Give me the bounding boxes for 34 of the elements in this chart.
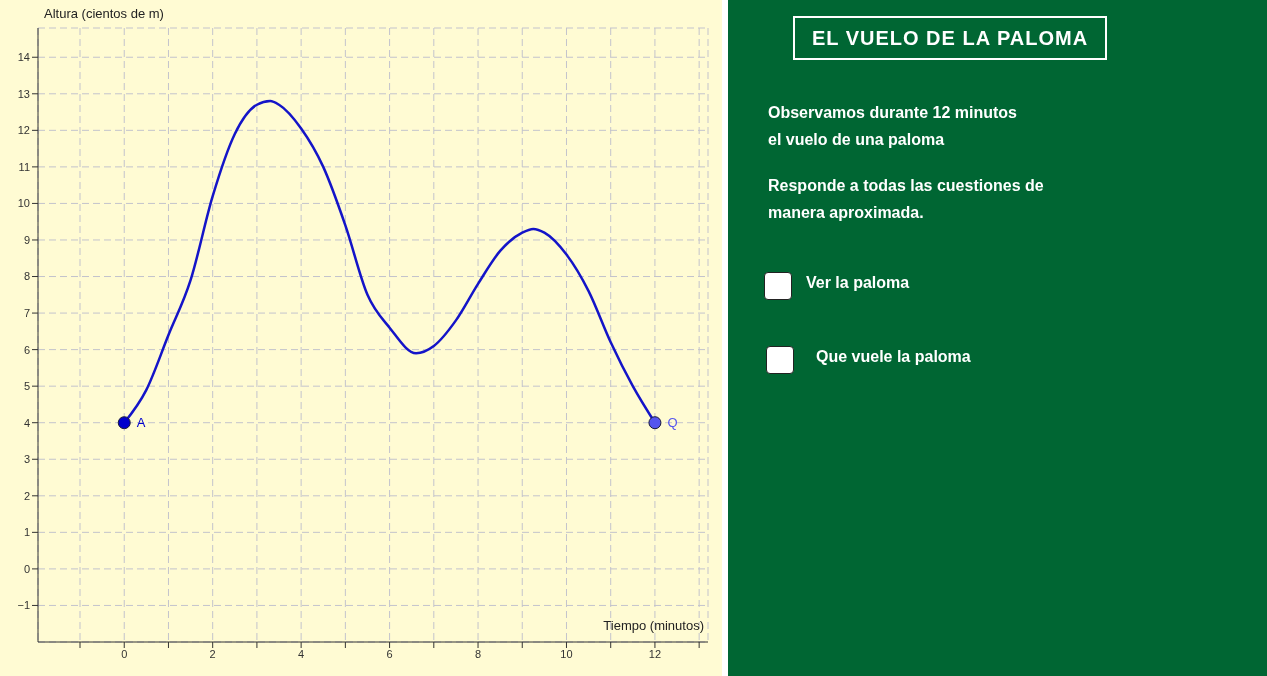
y-tick-label: −1 bbox=[17, 599, 30, 612]
series-label: Q bbox=[667, 415, 678, 431]
x-tick-label: 8 bbox=[474, 647, 482, 660]
x-tick-label: 2 bbox=[209, 647, 216, 660]
text: Responde a todas las cuestiones de bbox=[768, 177, 1044, 195]
x-axis-title: Tiempo (minutos) bbox=[603, 618, 704, 633]
y-tick-label: 6 bbox=[23, 343, 30, 356]
y-tick-label: 1 bbox=[23, 526, 30, 539]
y-tick-label: 14 bbox=[17, 51, 30, 64]
text: manera aproximada. bbox=[768, 204, 924, 222]
y-tick-label: 0 bbox=[23, 562, 30, 575]
y-tick-label: 9 bbox=[23, 233, 30, 246]
text: Ver la paloma bbox=[806, 274, 910, 292]
y-tick-label: 7 bbox=[23, 306, 30, 319]
x-tick-label: 4 bbox=[298, 647, 305, 660]
y-tick-label: 2 bbox=[23, 489, 30, 502]
text: Que vuele la paloma bbox=[816, 348, 971, 366]
text: Observamos durante 12 minutos bbox=[768, 104, 1017, 122]
x-tick-label: 12 bbox=[648, 647, 662, 660]
y-tick-label: 5 bbox=[23, 380, 30, 393]
x-tick-label: 0 bbox=[121, 647, 128, 660]
y-tick-label: 11 bbox=[18, 160, 30, 173]
y-tick-label: 13 bbox=[17, 87, 30, 100]
y-tick-label: 12 bbox=[17, 124, 30, 137]
text: EL VUELO DE LA PALOMA bbox=[793, 16, 1107, 60]
x-tick-label: 10 bbox=[560, 647, 573, 660]
text: el vuelo de una paloma bbox=[768, 131, 945, 149]
x-tick-label: 6 bbox=[386, 647, 393, 660]
y-tick-label: 8 bbox=[23, 270, 30, 283]
series-label: A bbox=[136, 415, 146, 431]
y-tick-label: 3 bbox=[23, 453, 30, 466]
y-tick-label: 4 bbox=[23, 416, 30, 429]
y-tick-label: 10 bbox=[17, 197, 30, 210]
y-axis-title: Altura (cientos de m) bbox=[44, 6, 164, 21]
